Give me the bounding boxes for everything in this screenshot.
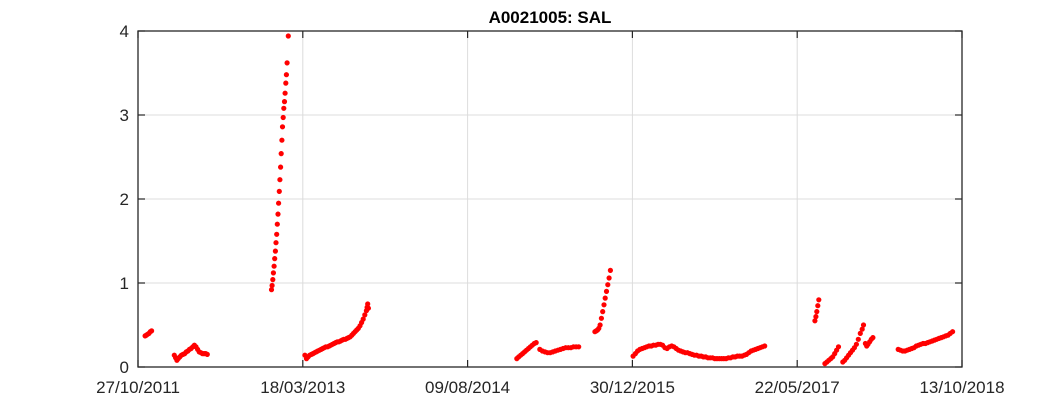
data-point (602, 295, 608, 301)
data-point (281, 98, 288, 105)
data-point (277, 177, 283, 183)
data-point (365, 305, 372, 311)
data-point (859, 326, 865, 332)
data-point (598, 315, 605, 321)
data-point (283, 72, 290, 78)
data-point (274, 221, 280, 227)
data-point (857, 330, 863, 337)
data-point (204, 351, 210, 358)
data-point (270, 277, 276, 283)
data-point (606, 275, 612, 281)
data-point (813, 314, 819, 320)
data-point (860, 322, 867, 328)
y-tick-labels: 0 1 2 3 4 (120, 22, 129, 377)
data-point (270, 270, 277, 276)
x-tick-label: 18/03/2013 (260, 378, 345, 397)
data-point (275, 211, 281, 217)
x-tick-label: 09/08/2014 (425, 378, 510, 397)
y-tick-label: 1 (120, 274, 129, 293)
data-point (149, 328, 155, 334)
data-point (812, 318, 818, 324)
axis-ticks (137, 30, 963, 368)
data-point (269, 282, 275, 289)
data-point (276, 200, 282, 206)
data-point (603, 288, 610, 295)
y-tick-label: 2 (120, 190, 129, 209)
data-point (605, 282, 611, 288)
data-point (814, 309, 820, 315)
data-point (762, 343, 768, 349)
data-point (816, 297, 822, 303)
data-point (272, 248, 279, 254)
data-point (870, 335, 876, 341)
data-points (142, 33, 956, 367)
data-point (283, 80, 289, 86)
data-point (607, 267, 614, 274)
y-tick-label: 4 (120, 22, 129, 41)
grid (138, 31, 962, 367)
data-point (271, 263, 277, 269)
data-point (576, 344, 582, 350)
data-point (279, 137, 285, 143)
data-point (276, 188, 282, 194)
x-tick-labels: 27/10/2011 18/03/2013 09/08/2014 30/12/2015… (96, 378, 1004, 397)
data-point (284, 60, 290, 66)
data-point (280, 114, 286, 121)
y-tick-label: 0 (120, 358, 129, 377)
data-point (278, 164, 284, 170)
chart-title: A0021005: SAL (489, 8, 612, 27)
data-point (815, 303, 821, 309)
data-point (285, 33, 291, 39)
data-point (268, 287, 275, 293)
data-point (855, 336, 861, 342)
data-point (281, 105, 287, 111)
data-point (365, 301, 371, 307)
data-point (949, 329, 956, 335)
x-tick-label: 30/12/2015 (590, 378, 675, 397)
data-point (597, 322, 603, 328)
data-point (600, 309, 606, 315)
data-point (835, 344, 842, 350)
data-point (272, 256, 278, 262)
data-point (282, 90, 288, 96)
data-point (853, 341, 860, 347)
data-point (278, 151, 284, 157)
data-point (273, 240, 279, 246)
x-tick-label: 27/10/2011 (96, 378, 180, 397)
data-point (601, 302, 607, 308)
x-tick-label: 22/05/2017 (755, 378, 840, 397)
y-tick-label: 3 (120, 106, 129, 125)
x-tick-label: 13/10/2018 (919, 378, 1004, 397)
data-point (274, 231, 280, 237)
data-point (533, 340, 539, 346)
data-point (279, 124, 286, 130)
